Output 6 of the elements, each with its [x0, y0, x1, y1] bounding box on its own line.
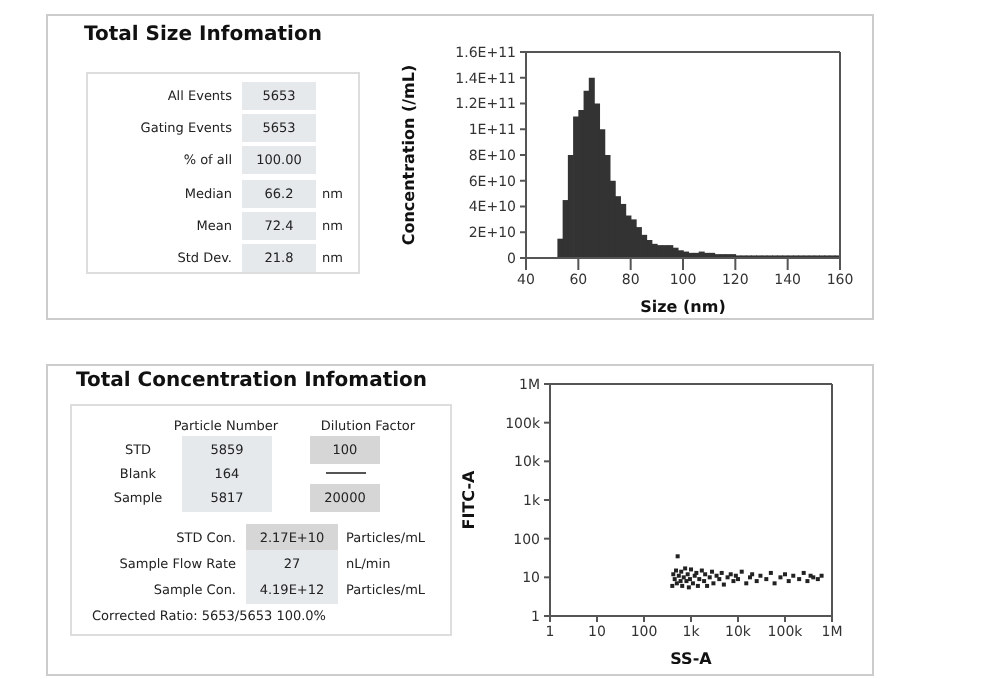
x-axis-title: Size (nm): [640, 298, 726, 316]
y-axis-title: Concentration (/mL): [399, 64, 418, 246]
y-axis-title: FITC-A: [459, 468, 478, 530]
text: Total Size Infomation: [84, 24, 322, 46]
text: Total Concentration Infomation: [76, 370, 428, 392]
x-axis-title: SS-A: [670, 650, 714, 668]
